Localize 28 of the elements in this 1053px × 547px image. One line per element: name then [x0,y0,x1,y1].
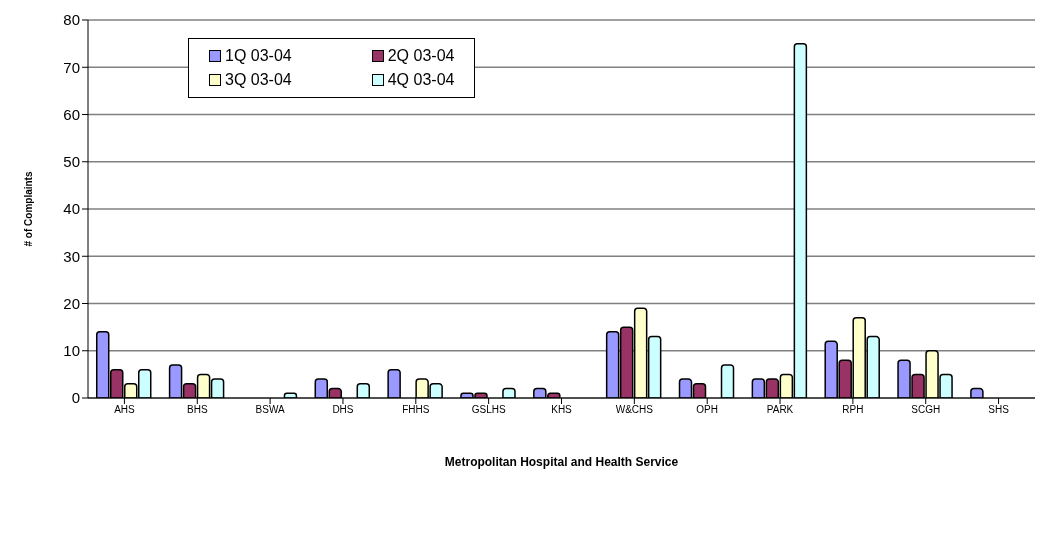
x-tick-label: OPH [696,404,719,416]
x-tick-label: PARK [766,404,794,416]
x-tick-label: RPH [842,404,864,416]
x-tick-label: DHS [332,404,354,416]
x-tick-label: BSWA [255,404,285,416]
y-tick-label: 40 [63,200,80,218]
y-axis-title: # of Complaints [22,171,34,247]
x-tick-label: SCGH [911,404,941,416]
x-tick-label: BHS [186,404,208,416]
y-tick-label: 10 [63,342,80,360]
x-tick-label: GSLHS [471,404,506,416]
y-tick-label: 20 [63,294,80,312]
x-tick-label: W&CHS [615,404,654,416]
legend-label: 1Q 03-04 [225,47,292,65]
y-tick-label: 60 [63,105,80,123]
x-axis-title: Metropolitan Hospital and Health Service [444,455,679,469]
x-tick-label: KHS [551,404,573,416]
legend-label: 4Q 03-04 [387,71,455,89]
x-tick-label: FHHS [402,404,430,416]
legend-label: 2Q 03-04 [387,47,455,65]
y-tick-label: 50 [63,153,80,171]
x-tick-label: AHS [114,404,136,416]
x-tick-label: SHS [988,404,1010,416]
y-tick-label: 30 [63,247,80,265]
y-tick-label: 70 [63,58,80,76]
y-tick-label: 80 [63,11,80,29]
y-tick-label: 0 [71,389,80,407]
legend-label: 3Q 03-04 [225,71,292,89]
